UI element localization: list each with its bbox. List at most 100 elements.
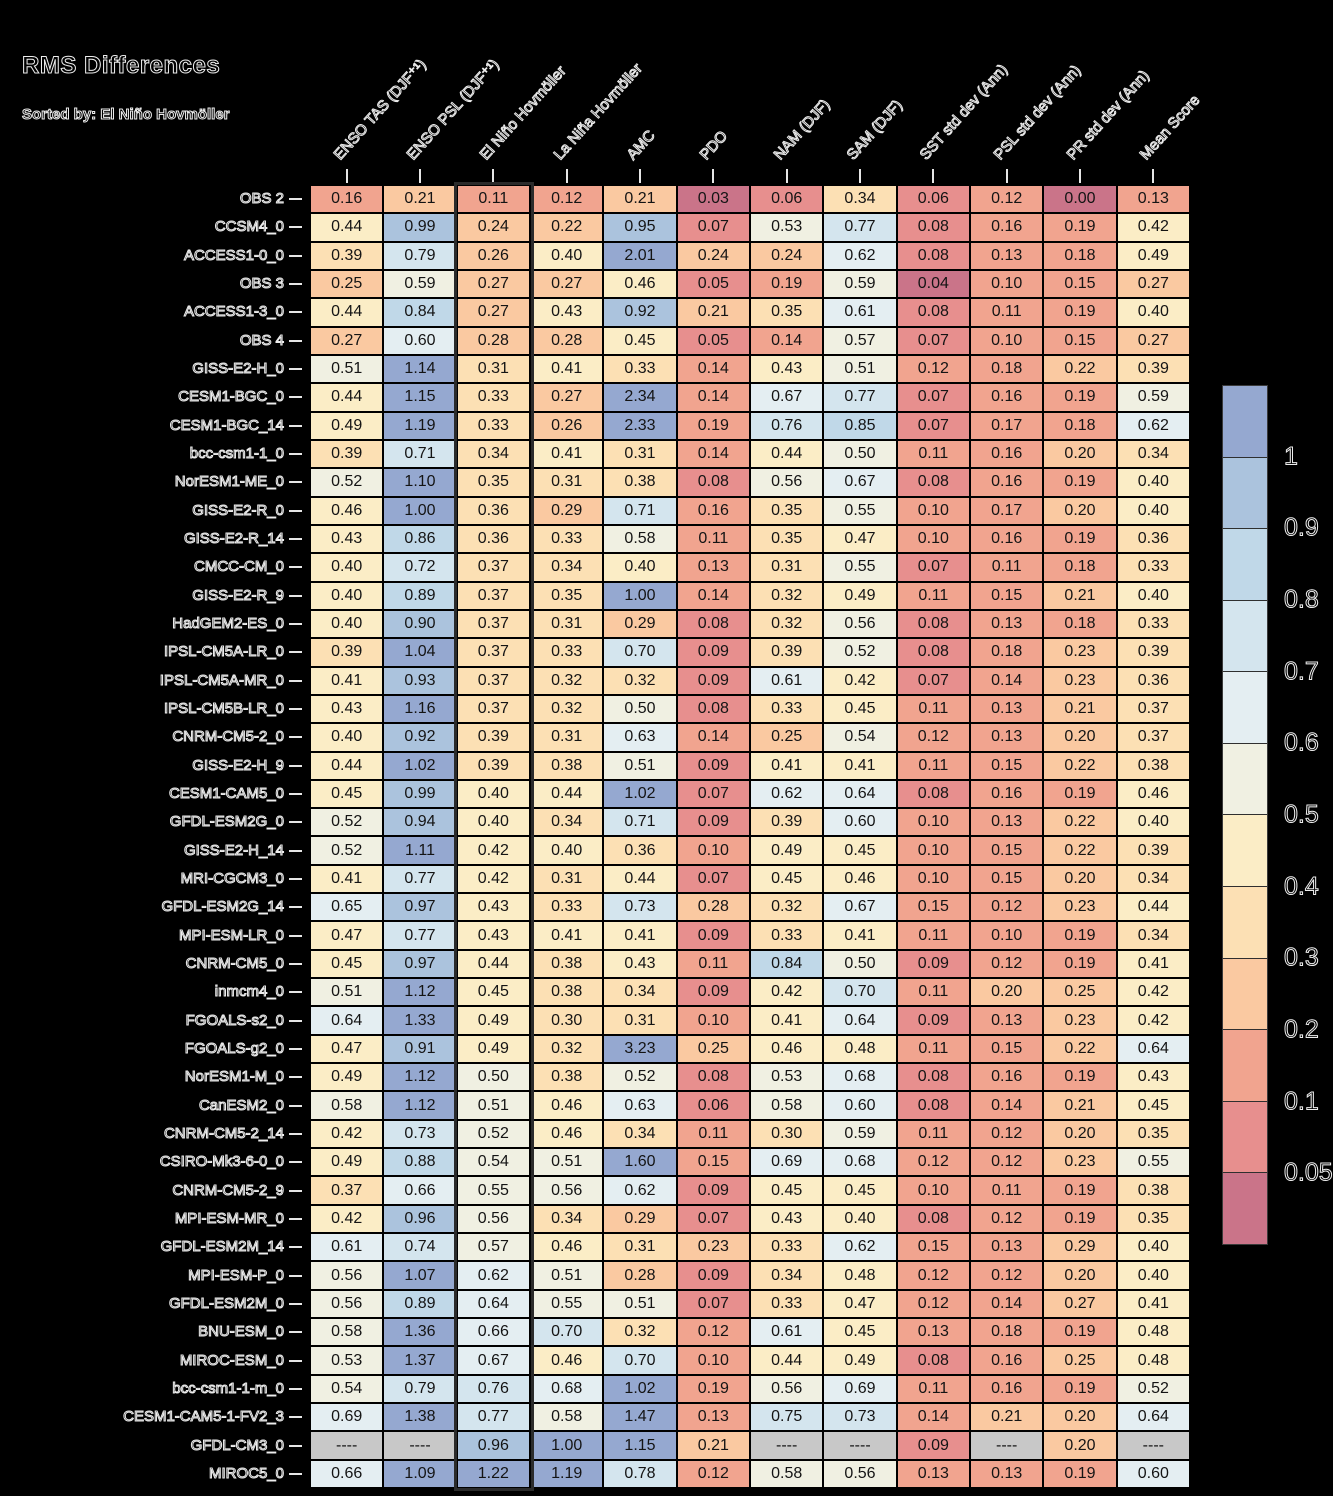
heatmap-cell: 0.08 xyxy=(676,1063,750,1092)
heatmap-cell: 0.56 xyxy=(823,1459,897,1488)
column-tick xyxy=(1005,169,1008,183)
heatmap-cell: 0.08 xyxy=(896,1204,970,1234)
heatmap-cell: 0.27 xyxy=(456,269,530,299)
row-label: IPSL-CM5A-MR_0 xyxy=(159,671,284,689)
heatmap-cell: 0.19 xyxy=(1043,1063,1117,1092)
heatmap-cell: 0.23 xyxy=(676,1233,750,1262)
heatmap-cell: 0.68 xyxy=(530,1374,604,1404)
heatmap-cell: 0.39 xyxy=(1116,354,1190,384)
heatmap-cell: 0.78 xyxy=(603,1459,677,1488)
heatmap-cell: 0.19 xyxy=(1043,1176,1117,1205)
plot-title: RMS Differences xyxy=(21,52,221,80)
heatmap-cell: 0.56 xyxy=(823,609,897,639)
heatmap-cell: 0.41 xyxy=(750,1006,824,1035)
row-tick xyxy=(289,481,302,484)
heatmap-cell: 0.46 xyxy=(750,1034,824,1064)
row-label: GFDL-CM3_0 xyxy=(190,1436,284,1454)
heatmap-cell: 0.25 xyxy=(1043,978,1117,1007)
heatmap-cell: 0.59 xyxy=(383,269,457,299)
heatmap-cell: 0.41 xyxy=(603,921,677,950)
heatmap-cell: 0.12 xyxy=(896,1289,970,1319)
row-label: GISS-E2-H_9 xyxy=(192,756,285,774)
row-label: CESM1-BGC_0 xyxy=(178,388,285,406)
heatmap-cell: 0.22 xyxy=(530,213,604,242)
heatmap-cell: 0.10 xyxy=(676,1346,750,1375)
heatmap-cell: 0.12 xyxy=(970,1204,1044,1234)
heatmap-cell: 0.93 xyxy=(383,666,457,695)
heatmap-cell: 0.58 xyxy=(750,1459,824,1488)
heatmap-cell: 0.38 xyxy=(530,949,604,979)
heatmap-cell: 0.34 xyxy=(1116,439,1190,469)
heatmap-cell: 0.35 xyxy=(750,298,824,327)
colorbar-segment xyxy=(1223,815,1267,888)
heatmap-cell: 0.31 xyxy=(530,723,604,752)
heatmap-cell: 0.39 xyxy=(1116,836,1190,865)
heatmap-cell: 0.11 xyxy=(970,1176,1044,1205)
heatmap-cell: 0.51 xyxy=(603,1289,677,1319)
heatmap-cell: 0.62 xyxy=(823,241,897,270)
row-label: inmcm4_0 xyxy=(214,983,284,1001)
row-tick xyxy=(289,906,302,909)
colorbar-segment xyxy=(1223,672,1267,744)
heatmap-cell: 0.58 xyxy=(530,1403,604,1432)
heatmap-cell: 0.12 xyxy=(676,1459,750,1488)
heatmap-cell: 0.33 xyxy=(530,893,604,922)
heatmap-cell: 0.71 xyxy=(383,439,457,469)
heatmap-cell: 0.14 xyxy=(970,1091,1044,1120)
heatmap-cell: 0.19 xyxy=(1043,1459,1117,1488)
column-header: NAM (DJF) xyxy=(770,96,834,164)
heatmap-cell: 0.51 xyxy=(603,751,677,780)
row-tick xyxy=(289,849,302,852)
heatmap-cell: 0.32 xyxy=(750,609,824,639)
heatmap-cell: 0.18 xyxy=(1043,553,1117,582)
heatmap-cell: 0.45 xyxy=(750,864,824,894)
heatmap-cell: 0.64 xyxy=(823,779,897,809)
heatmap-cell: 1.00 xyxy=(383,496,457,525)
heatmap-cell: 0.97 xyxy=(383,949,457,979)
heatmap-cell: 0.15 xyxy=(970,581,1044,610)
heatmap-cell: 0.52 xyxy=(310,808,384,837)
colorbar-segment xyxy=(1223,600,1267,673)
heatmap-cell: 0.53 xyxy=(750,213,824,242)
heatmap-cell: 0.29 xyxy=(603,609,677,639)
heatmap-cell: 0.20 xyxy=(1043,1261,1117,1290)
heatmap-cell: 0.44 xyxy=(310,213,384,242)
heatmap-cell: 0.27 xyxy=(310,326,384,355)
heatmap-cell: 0.11 xyxy=(676,949,750,979)
heatmap-cell: 0.44 xyxy=(530,779,604,809)
heatmap-cell: 0.38 xyxy=(1116,751,1190,780)
heatmap-cell: 0.11 xyxy=(896,439,970,469)
heatmap-cell: 0.47 xyxy=(823,524,897,554)
heatmap-cell: 0.18 xyxy=(1043,411,1117,440)
heatmap-cell: 0.19 xyxy=(1043,213,1117,242)
heatmap-cell: 0.46 xyxy=(530,1233,604,1262)
heatmap-cell: 0.32 xyxy=(750,893,824,922)
heatmap-cell: 0.11 xyxy=(456,185,530,214)
heatmap-cell: 0.35 xyxy=(456,468,530,497)
row-tick xyxy=(289,1246,302,1249)
heatmap-cell: 0.25 xyxy=(310,269,384,299)
heatmap-cell: 0.84 xyxy=(750,949,824,979)
heatmap-cell: 0.28 xyxy=(676,893,750,922)
heatmap-cell: 0.16 xyxy=(970,439,1044,469)
heatmap-cell: 0.15 xyxy=(676,1148,750,1177)
heatmap-cell: 0.59 xyxy=(823,1119,897,1149)
heatmap-cell: 0.12 xyxy=(970,893,1044,922)
heatmap-cell: 0.19 xyxy=(1043,468,1117,497)
heatmap-cell: 0.85 xyxy=(823,411,897,440)
heatmap-cell: 0.08 xyxy=(676,468,750,497)
heatmap-cell: 0.19 xyxy=(1043,779,1117,809)
heatmap-cell: 0.67 xyxy=(750,383,824,412)
heatmap-cell: 0.16 xyxy=(970,1063,1044,1092)
heatmap-cell: 0.67 xyxy=(456,1346,530,1375)
row-label: CESM1-CAM5_0 xyxy=(168,785,284,803)
row-tick xyxy=(289,1019,302,1022)
row-label: GISS-E2-R_14 xyxy=(183,530,284,548)
heatmap-cell: 0.11 xyxy=(970,553,1044,582)
heatmap-cell: 0.41 xyxy=(310,666,384,695)
heatmap-cell: 0.84 xyxy=(383,298,457,327)
heatmap-cell: 0.11 xyxy=(676,524,750,554)
row-tick xyxy=(289,339,302,342)
heatmap-cell: 1.14 xyxy=(383,354,457,384)
heatmap-cell: 0.71 xyxy=(603,496,677,525)
